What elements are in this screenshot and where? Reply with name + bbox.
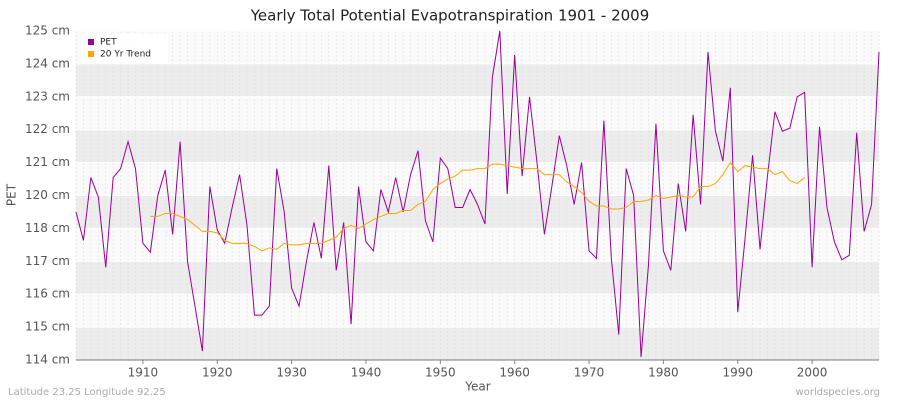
- series-line: [150, 161, 805, 252]
- x-tick-label: 1910: [128, 366, 159, 380]
- x-tick-label: 1960: [499, 366, 530, 380]
- series-line: [75, 30, 880, 358]
- chart-title: Yearly Total Potential Evapotranspiratio…: [250, 7, 650, 25]
- legend-box: [82, 34, 168, 64]
- y-tick-label: 121 cm: [25, 155, 70, 169]
- x-tick-label: 2000: [797, 366, 828, 380]
- x-tick-label: 1920: [202, 366, 233, 380]
- y-tick-label: 120 cm: [25, 188, 70, 202]
- x-tick-label: 1980: [648, 366, 679, 380]
- y-tick-label: 123 cm: [25, 89, 70, 103]
- y-axis-label: PET: [5, 183, 19, 206]
- legend: PET 20 Yr Trend: [82, 34, 168, 64]
- x-tick-label: 1970: [574, 366, 605, 380]
- y-tick-label: 117 cm: [25, 254, 70, 268]
- y-tick-label: 124 cm: [25, 56, 70, 70]
- legend-label: 20 Yr Trend: [100, 50, 151, 60]
- footer-left: Latitude 23.25 Longitude 92.25: [8, 387, 166, 398]
- x-axis-label: Year: [464, 380, 490, 394]
- x-tick-label: 1940: [351, 366, 382, 380]
- y-tick-label: 116 cm: [25, 287, 70, 301]
- legend-swatch: [88, 39, 94, 45]
- y-tick-label: 125 cm: [25, 24, 70, 38]
- x-tick-label: 1930: [276, 366, 307, 380]
- x-tick-label: 1990: [722, 366, 753, 380]
- x-tick-label: 1950: [425, 366, 456, 380]
- legend-swatch: [88, 51, 94, 57]
- y-tick-label: 118 cm: [25, 221, 70, 235]
- y-tick-label: 114 cm: [25, 353, 70, 367]
- grid-band: [76, 261, 879, 295]
- legend-label: PET: [100, 38, 117, 48]
- y-tick-label: 115 cm: [25, 320, 70, 334]
- y-tick-label: 122 cm: [25, 122, 70, 136]
- footer-right: worldspecies.org: [796, 387, 880, 398]
- grid-band: [76, 129, 879, 163]
